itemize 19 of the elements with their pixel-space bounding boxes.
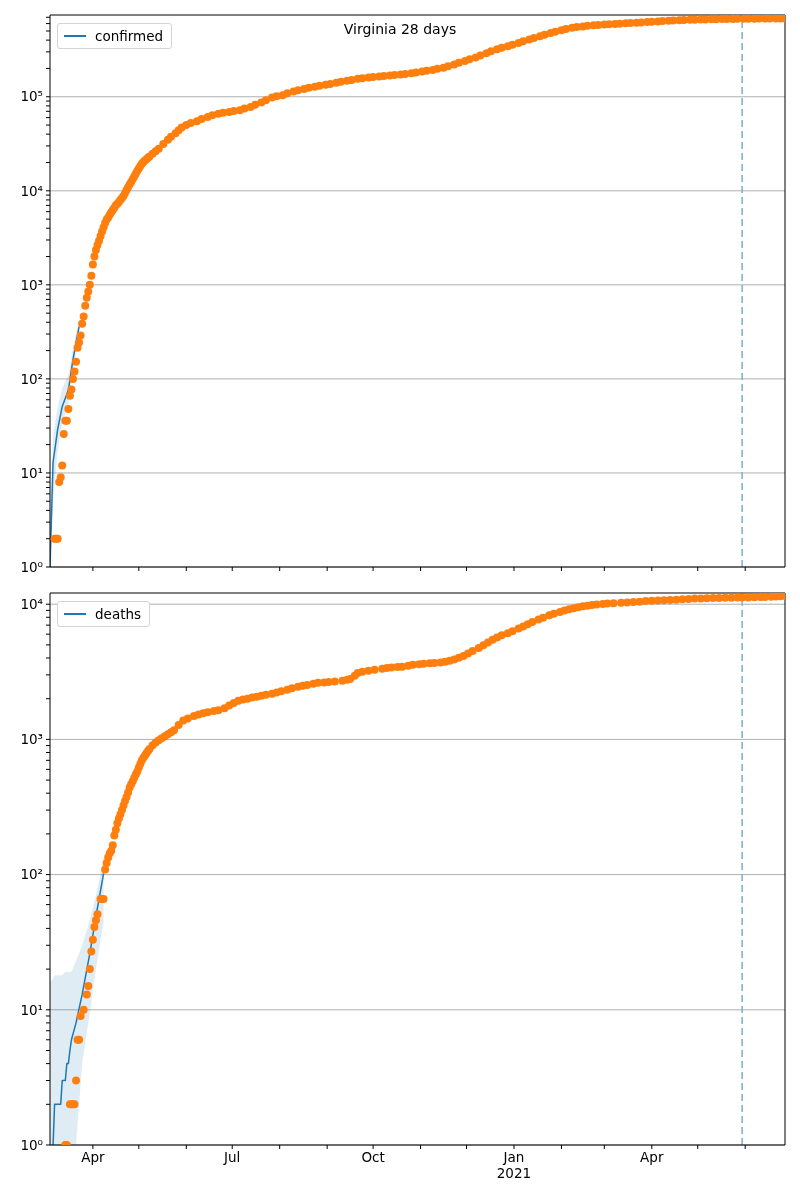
legend-label: deaths [95, 605, 142, 623]
x-tick-label: Jan 2021 [496, 1148, 532, 1181]
legend-label: confirmed [95, 27, 164, 45]
y-tick-label: 10⁴ [20, 182, 43, 199]
x-tick-label: Apr [81, 1148, 105, 1165]
y-tick-label: 10⁴ [20, 595, 43, 612]
x-tick-label: Apr [640, 1148, 664, 1165]
y-tick-label: 10⁵ [20, 88, 43, 105]
y-tick-label: 10² [20, 370, 43, 387]
y-tick-label: 10¹ [20, 464, 43, 481]
y-tick-label: 10³ [20, 731, 43, 748]
text: Virginia 28 days [343, 21, 457, 37]
x-tick-label: Jul [223, 1148, 241, 1165]
y-tick-label: 10² [20, 866, 43, 883]
y-tick-label: 10¹ [20, 1001, 43, 1018]
x-tick-label: Oct [361, 1148, 385, 1165]
y-tick-label: 10³ [20, 276, 43, 293]
y-tick-label: 10⁰ [20, 1136, 43, 1153]
y-tick-label: 10⁰ [20, 558, 43, 575]
